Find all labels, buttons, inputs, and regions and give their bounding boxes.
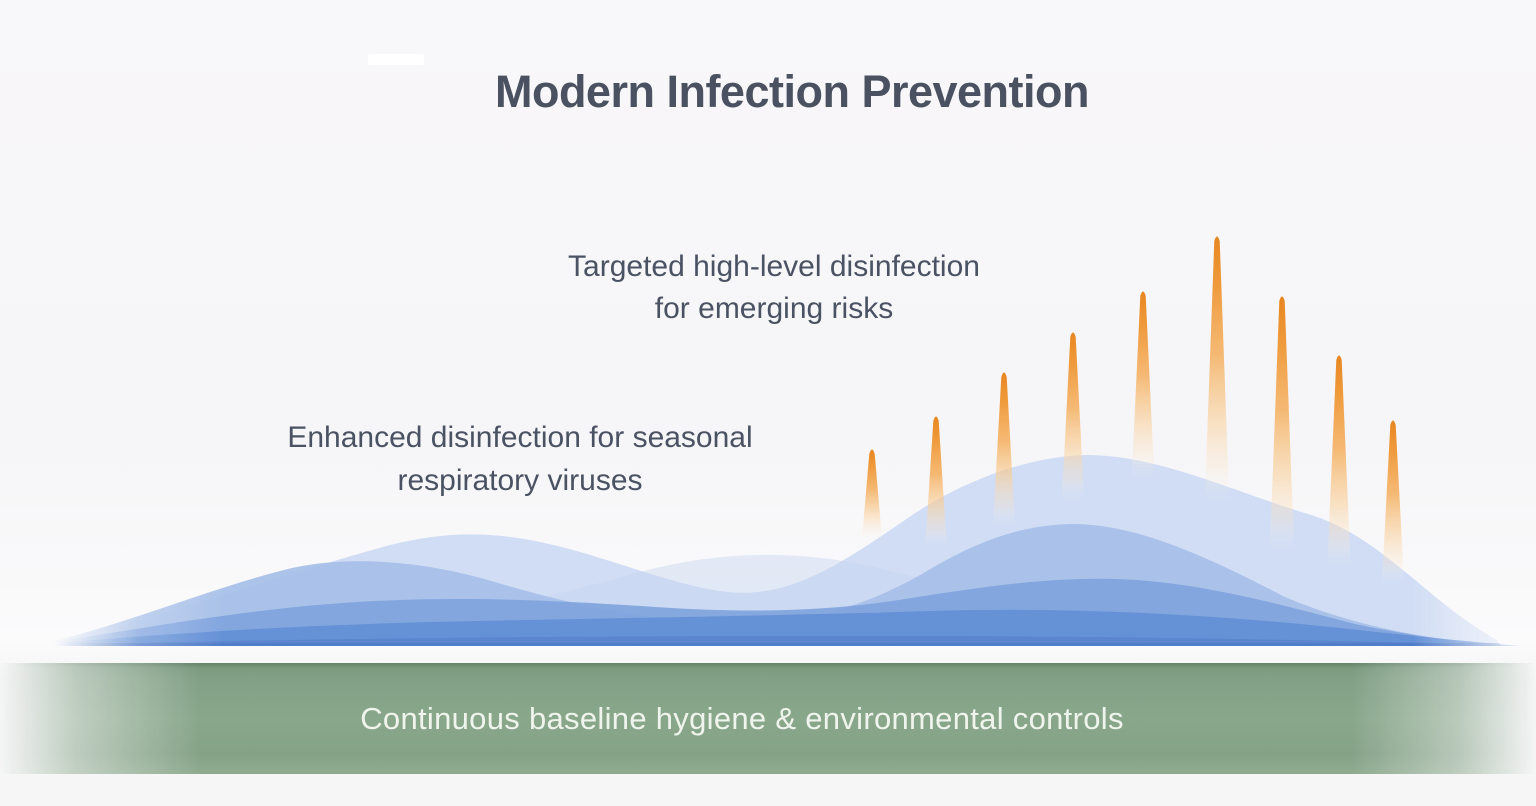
annotation-line: Enhanced disinfection for seasonal: [287, 421, 753, 454]
disinfection-spike: [861, 449, 883, 540]
annotation-line: respiratory viruses: [397, 464, 643, 497]
annotation-line: for emerging risks: [654, 292, 894, 325]
wave-bottom-edge-line: [40, 643, 1500, 646]
disinfection-spike: [1204, 236, 1230, 500]
disinfection-spike: [1061, 332, 1085, 500]
annotation-targeted-disinfection: Targeted high-level disinfection for eme…: [568, 246, 980, 330]
annotation-enhanced-disinfection: Enhanced disinfection for seasonal respi…: [287, 416, 752, 502]
disinfection-spike: [1327, 355, 1351, 565]
white-strip-artifact: [368, 54, 424, 65]
page-title: Modern Infection Prevention: [494, 66, 1090, 117]
disinfection-spike: [1131, 291, 1155, 478]
baseline-hygiene-band: Continuous baseline hygiene & environmen…: [0, 663, 1536, 774]
annotation-line: Targeted high-level disinfection: [568, 250, 980, 283]
baseline-band-label: Continuous baseline hygiene & environmen…: [360, 700, 1124, 736]
disinfection-spike: [1269, 296, 1295, 550]
spike-group: [861, 236, 1404, 582]
disinfection-spike: [993, 372, 1015, 525]
wave-layer-dark: [34, 609, 1522, 646]
disinfection-spike: [1382, 420, 1404, 582]
disinfection-spike: [925, 416, 947, 545]
